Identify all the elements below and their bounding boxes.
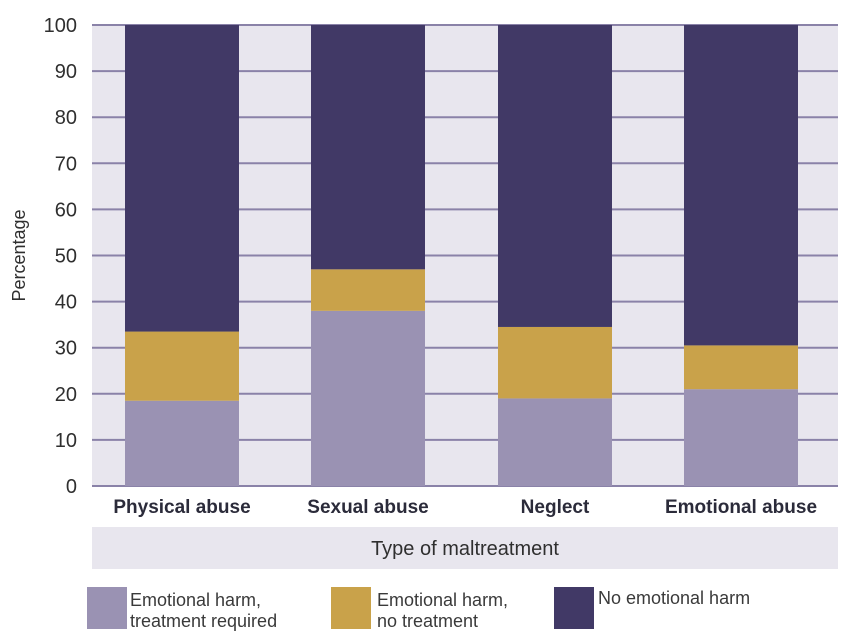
- y-tick-50: 50: [55, 246, 77, 268]
- bar-sexual-abuse-emotional-harm-no-treatment: [311, 269, 425, 311]
- bar-physical-abuse-emotional-harm-treatment-required: [125, 400, 239, 486]
- legend-label-no-emotional-harm: No emotional harm: [598, 588, 750, 608]
- bar-emotional-abuse-emotional-harm-treatment-required: [684, 389, 798, 486]
- legend-label-no-treatment-line1: Emotional harm,: [377, 590, 508, 610]
- x-axis-label: Type of maltreatment: [371, 538, 559, 560]
- x-axis-label-band: [92, 527, 838, 569]
- legend-label-no-treatment-line2: no treatment: [377, 611, 478, 631]
- bar-sexual-abuse-emotional-harm-treatment-required: [311, 310, 425, 486]
- bar-sexual-abuse-no-emotional-harm: [311, 25, 425, 270]
- bar-neglect-emotional-harm-no-treatment: [498, 326, 612, 399]
- legend-label-treatment-required-line2: treatment required: [130, 611, 277, 631]
- x-axis-categories: Physical abuse Sexual abuse Neglect Emotion…: [113, 497, 817, 518]
- y-tick-100: 100: [44, 15, 77, 37]
- y-tick-0: 0: [66, 476, 77, 498]
- bar-neglect-emotional-harm-treatment-required: [498, 398, 612, 486]
- x-category-neglect: Neglect: [521, 497, 590, 518]
- x-category-emotional-abuse: Emotional abuse: [665, 497, 817, 518]
- x-category-physical-abuse: Physical abuse: [113, 497, 250, 518]
- bar-emotional-abuse-emotional-harm-no-treatment: [684, 345, 798, 390]
- legend-swatch-no-emotional-harm: [554, 587, 594, 629]
- x-category-sexual-abuse: Sexual abuse: [307, 497, 428, 518]
- bars: [125, 25, 798, 486]
- y-tick-90: 90: [55, 61, 77, 83]
- bar-physical-abuse-emotional-harm-no-treatment: [125, 331, 239, 401]
- legend-swatch-no-treatment: [331, 587, 371, 629]
- y-tick-30: 30: [55, 338, 77, 360]
- y-tick-60: 60: [55, 199, 77, 221]
- y-tick-80: 80: [55, 107, 77, 129]
- legend-swatch-treatment-required: [87, 587, 127, 629]
- y-tick-70: 70: [55, 153, 77, 175]
- y-tick-10: 10: [55, 430, 77, 452]
- y-tick-20: 20: [55, 384, 77, 406]
- legend: Emotional harm, treatment required Emoti…: [87, 587, 750, 631]
- y-tick-40: 40: [55, 292, 77, 314]
- y-axis-ticks: 0 10 20 30 40 50 60 70 80 90 100: [44, 15, 77, 498]
- bar-neglect-no-emotional-harm: [498, 25, 612, 327]
- legend-label-treatment-required-line1: Emotional harm,: [130, 590, 261, 610]
- bar-physical-abuse-no-emotional-harm: [125, 25, 239, 332]
- y-axis-label: Percentage: [9, 209, 29, 301]
- bar-emotional-abuse-no-emotional-harm: [684, 25, 798, 346]
